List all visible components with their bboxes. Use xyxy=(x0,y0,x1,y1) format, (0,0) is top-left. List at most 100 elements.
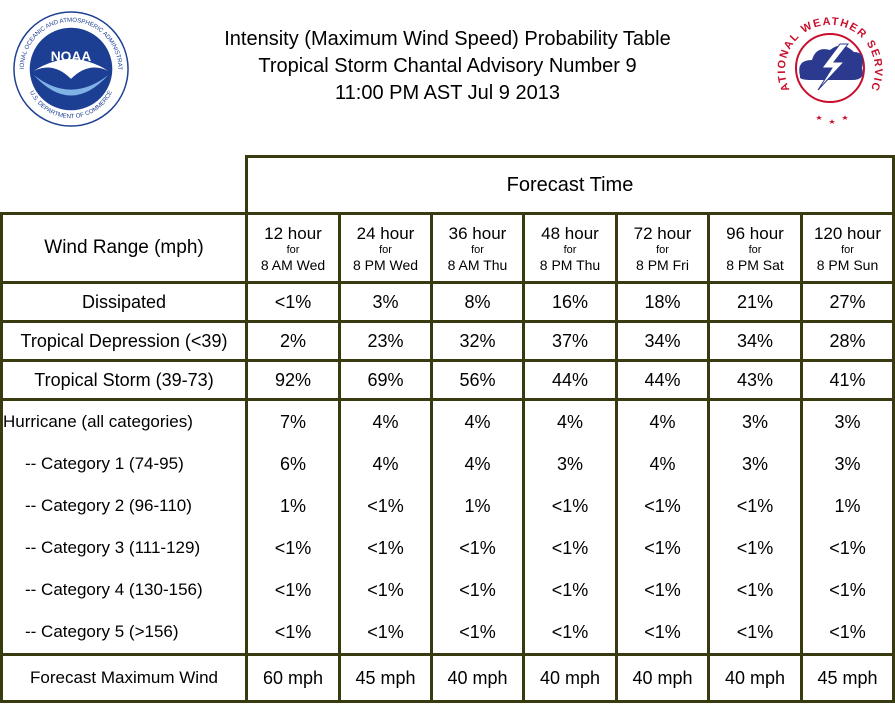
cell-value: 4% xyxy=(556,411,583,432)
column-header: 36 hour for 8 AM Thu xyxy=(430,212,525,284)
wind-range-header: Wind Range (mph) xyxy=(0,212,248,284)
column-header: 120 hour for 8 PM Sun xyxy=(800,212,895,284)
row-label: Dissipated xyxy=(0,281,248,323)
cell-value: 43% xyxy=(707,359,803,401)
cell-value: 92% xyxy=(245,359,341,401)
cell-value: 16% xyxy=(522,281,618,323)
cell-value: 2% xyxy=(245,320,341,362)
cell-value: <1% xyxy=(644,621,681,642)
cell-value: 6% xyxy=(279,453,306,474)
cell-value: 69% xyxy=(338,359,433,401)
table-row: Tropical Storm (39-73) 92% 69% 56% 44% 44% 43%… xyxy=(0,359,895,401)
title-block: Intensity (Maximum Wind Speed) Probabili… xyxy=(150,26,745,107)
row-label: -- Category 2 (96-110) xyxy=(25,496,192,515)
cell-value: 32% xyxy=(430,320,525,362)
row-label: -- Category 5 (>156) xyxy=(25,622,179,641)
cell-value: 3% xyxy=(556,453,583,474)
title-line-1: Intensity (Maximum Wind Speed) Probabili… xyxy=(224,28,671,50)
hurricane-labels: Hurricane (all categories) -- Category 1 … xyxy=(0,398,248,656)
cell-value: 4% xyxy=(649,453,676,474)
cell-value: <1% xyxy=(829,537,866,558)
cell-value: <1% xyxy=(644,579,681,600)
cell-value: 56% xyxy=(430,359,525,401)
forecast-max-wind-row: Forecast Maximum Wind 60 mph 45 mph 40 mph 4… xyxy=(0,653,895,703)
cell-value: 34% xyxy=(707,320,803,362)
cell-value: 3% xyxy=(741,411,768,432)
cell-value: <1% xyxy=(736,621,774,642)
cell-value: 44% xyxy=(615,359,710,401)
cell-value: <1% xyxy=(367,621,404,642)
cell-value: <1% xyxy=(829,579,866,600)
table-row: Tropical Depression (<39) 2% 23% 32% 37% 34% 3… xyxy=(0,320,895,362)
noaa-wordmark: NOAA xyxy=(51,49,92,64)
hurricane-column: 3% 3% 1% <1% <1% <1% xyxy=(800,398,895,656)
row-label: Forecast Maximum Wind xyxy=(0,653,248,703)
cell-value: <1% xyxy=(274,537,312,558)
hurricane-column: 7% 6% 1% <1% <1% <1% xyxy=(245,398,341,656)
cell-value: 27% xyxy=(800,281,895,323)
cell-value: 23% xyxy=(338,320,433,362)
blank-corner xyxy=(2,157,247,214)
cell-value: <1% xyxy=(829,621,866,642)
cell-value: <1% xyxy=(274,621,312,642)
row-label: Hurricane (all categories) xyxy=(3,412,193,431)
cell-value: 37% xyxy=(522,320,618,362)
hurricane-column: 4% 4% <1% <1% <1% <1% xyxy=(338,398,433,656)
column-header: 72 hour for 8 PM Fri xyxy=(615,212,710,284)
cell-value: 1% xyxy=(279,495,306,516)
hurricane-column: 4% 4% 1% <1% <1% <1% xyxy=(430,398,525,656)
column-header: 12 hour for 8 AM Wed xyxy=(245,212,341,284)
table-row: Dissipated <1% 3% 8% 16% 18% 21% 27% xyxy=(0,281,895,323)
cell-value: <1% xyxy=(245,281,341,323)
cell-value: 4% xyxy=(464,411,491,432)
title-line-2: Tropical Storm Chantal Advisory Number 9 xyxy=(258,55,637,77)
cell-value: <1% xyxy=(551,537,589,558)
cell-value: 3% xyxy=(338,281,433,323)
cell-value: 28% xyxy=(800,320,895,362)
hurricane-column: 3% 3% <1% <1% <1% <1% xyxy=(707,398,803,656)
cell-value: <1% xyxy=(274,579,312,600)
cell-value: 7% xyxy=(279,411,306,432)
cell-value: 4% xyxy=(649,411,676,432)
cell-value: 40 mph xyxy=(615,653,710,703)
cell-value: 4% xyxy=(372,453,399,474)
cell-value: 45 mph xyxy=(800,653,895,703)
forecast-time-header: Forecast Time xyxy=(245,155,895,215)
cell-value: <1% xyxy=(367,537,404,558)
cell-value: 41% xyxy=(800,359,895,401)
cell-value: <1% xyxy=(736,537,774,558)
cell-value: 40 mph xyxy=(522,653,618,703)
cell-value: <1% xyxy=(367,495,404,516)
column-header: 24 hour for 8 PM Wed xyxy=(338,212,433,284)
cell-value: <1% xyxy=(459,537,496,558)
row-label: -- Category 4 (130-156) xyxy=(25,580,203,599)
row-label: -- Category 3 (111-129) xyxy=(25,538,201,557)
cell-value: <1% xyxy=(551,579,589,600)
cell-value: 3% xyxy=(834,453,861,474)
cell-value: 3% xyxy=(834,411,861,432)
title-line-3: 11:00 PM AST Jul 9 2013 xyxy=(335,82,560,104)
cell-value: <1% xyxy=(644,495,681,516)
column-header: 48 hour for 8 PM Thu xyxy=(522,212,618,284)
cell-value: 40 mph xyxy=(430,653,525,703)
row-label: Tropical Depression (<39) xyxy=(0,320,248,362)
hurricane-column: 4% 3% <1% <1% <1% <1% xyxy=(522,398,618,656)
cell-value: 34% xyxy=(615,320,710,362)
hurricane-group-row: Hurricane (all categories) -- Category 1 … xyxy=(0,398,895,656)
cell-value: 45 mph xyxy=(338,653,433,703)
cell-value: 1% xyxy=(834,495,861,516)
cell-value: 21% xyxy=(707,281,803,323)
cell-value: <1% xyxy=(551,621,589,642)
cell-value: <1% xyxy=(644,537,681,558)
cell-value: <1% xyxy=(459,579,496,600)
cell-value: <1% xyxy=(459,621,496,642)
cell-value: 4% xyxy=(372,411,399,432)
probability-table: Forecast Time Wind Range (mph) 12 hour fo… xyxy=(0,155,895,703)
row-label: -- Category 1 (74-95) xyxy=(25,454,184,473)
cell-value: <1% xyxy=(367,579,404,600)
hurricane-column: 4% 4% <1% <1% <1% <1% xyxy=(615,398,710,656)
cell-value: 1% xyxy=(464,495,491,516)
noaa-logo: NATIONAL OCEANIC AND ATMOSPHERIC ADMINIS… xyxy=(12,10,129,127)
cell-value: 40 mph xyxy=(707,653,803,703)
cell-value: 18% xyxy=(615,281,710,323)
